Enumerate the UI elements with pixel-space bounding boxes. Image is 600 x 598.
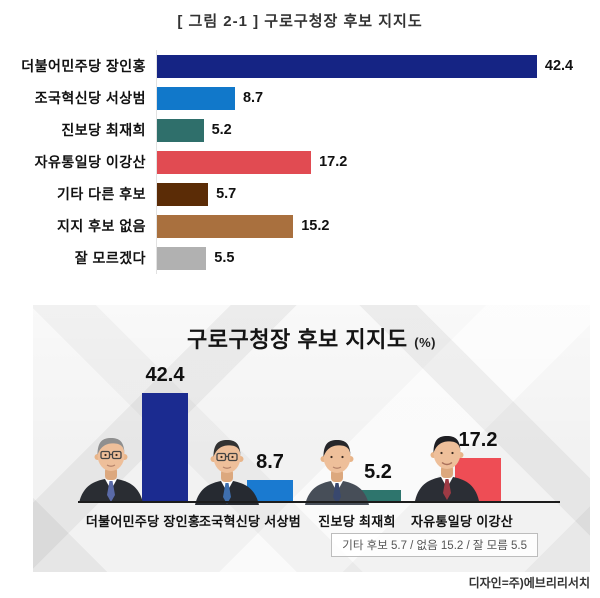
bar-track: 5.7 (156, 178, 600, 210)
footnote-box: 기타 후보 5.7 / 없음 15.2 / 잘 모름 5.5 (331, 533, 538, 557)
figure-caption: [ 그림 2-1 ] 구로구청장 후보 지지도 (177, 13, 423, 30)
bar-track: 8.7 (156, 82, 600, 114)
bar-label: 잘 모르겠다 (74, 250, 146, 266)
bar-value: 15.2 (301, 218, 330, 234)
h-bar (157, 86, 235, 110)
candidate-name: 진보당 최재희 (318, 514, 396, 529)
bar-track: 5.2 (156, 114, 600, 146)
bar-label: 더불어민주당 장인홍 (21, 58, 146, 74)
bar-row: 기타 다른 후보 5.7 (0, 178, 600, 210)
candidate-portrait-4 (415, 436, 479, 501)
v-bar (247, 480, 293, 503)
h-bar (157, 182, 209, 206)
bar-track: 17.2 (156, 146, 600, 178)
bar-row: 진보당 최재희 5.2 (0, 114, 600, 146)
v-bar-value: 8.7 (256, 451, 284, 474)
bar-value: 5.2 (211, 122, 232, 138)
bar-value: 5.7 (216, 186, 237, 202)
v-bar-value: 42.4 (145, 364, 185, 387)
h-bar (157, 118, 204, 142)
bar-label: 진보당 최재희 (61, 122, 146, 138)
candidate-portrait-2 (195, 440, 259, 505)
bar-row: 더불어민주당 장인홍 42.4 (0, 50, 600, 82)
percent-unit: (%) (414, 335, 436, 350)
bar-value: 8.7 (242, 90, 264, 106)
h-bar (157, 214, 294, 238)
bar-value: 42.4 (544, 58, 574, 74)
vertical-bar-chart: 42.4 8.7 5.2 17.2 (33, 305, 590, 505)
infographic-title: 구로구청장 후보 지지도 (%) (33, 322, 590, 354)
bar-label: 지지 후보 없음 (56, 218, 146, 234)
h-bar (157, 54, 537, 78)
bar-track: 5.5 (156, 242, 600, 274)
bar-label: 자유통일당 이강산 (34, 154, 146, 170)
candidate-name: 자유통일당 이강산 (411, 514, 513, 529)
bar-row: 자유통일당 이강산 17.2 (0, 146, 600, 178)
horizontal-bar-chart: 더불어민주당 장인홍 42.4 조국혁신당 서상범 8.7 진보당 최재희 5.… (0, 50, 600, 274)
bar-value: 5.5 (214, 250, 235, 266)
bar-label: 조국혁신당 서상범 (34, 90, 146, 106)
bar-track: 15.2 (156, 210, 600, 242)
bar-track: 42.4 (156, 50, 600, 82)
infographic-panel: 구로구청장 후보 지지도 (%) 42.4 8.7 5.2 17.2 (33, 305, 590, 572)
v-bar-value: 17.2 (458, 429, 498, 452)
candidate-portrait-3 (305, 440, 369, 505)
infographic-title-text: 구로구청장 후보 지지도 (187, 327, 408, 352)
bar-row: 잘 모르겠다 5.5 (0, 242, 600, 274)
credit-text: 디자인=주)에브리리서치 (468, 576, 590, 590)
candidate-name: 조국혁신당 서상범 (199, 514, 301, 529)
candidate-portrait-1 (79, 438, 143, 503)
v-bar (142, 393, 188, 503)
bar-row: 조국혁신당 서상범 8.7 (0, 82, 600, 114)
bar-label: 기타 다른 후보 (56, 186, 146, 202)
candidate-name: 더불어민주당 장인홍 (85, 514, 201, 529)
bar-row: 지지 후보 없음 15.2 (0, 210, 600, 242)
h-bar (157, 150, 312, 174)
axis-baseline (78, 501, 560, 503)
h-bar (157, 246, 207, 270)
v-bar-value: 5.2 (364, 460, 392, 483)
bar-value: 17.2 (319, 154, 348, 170)
